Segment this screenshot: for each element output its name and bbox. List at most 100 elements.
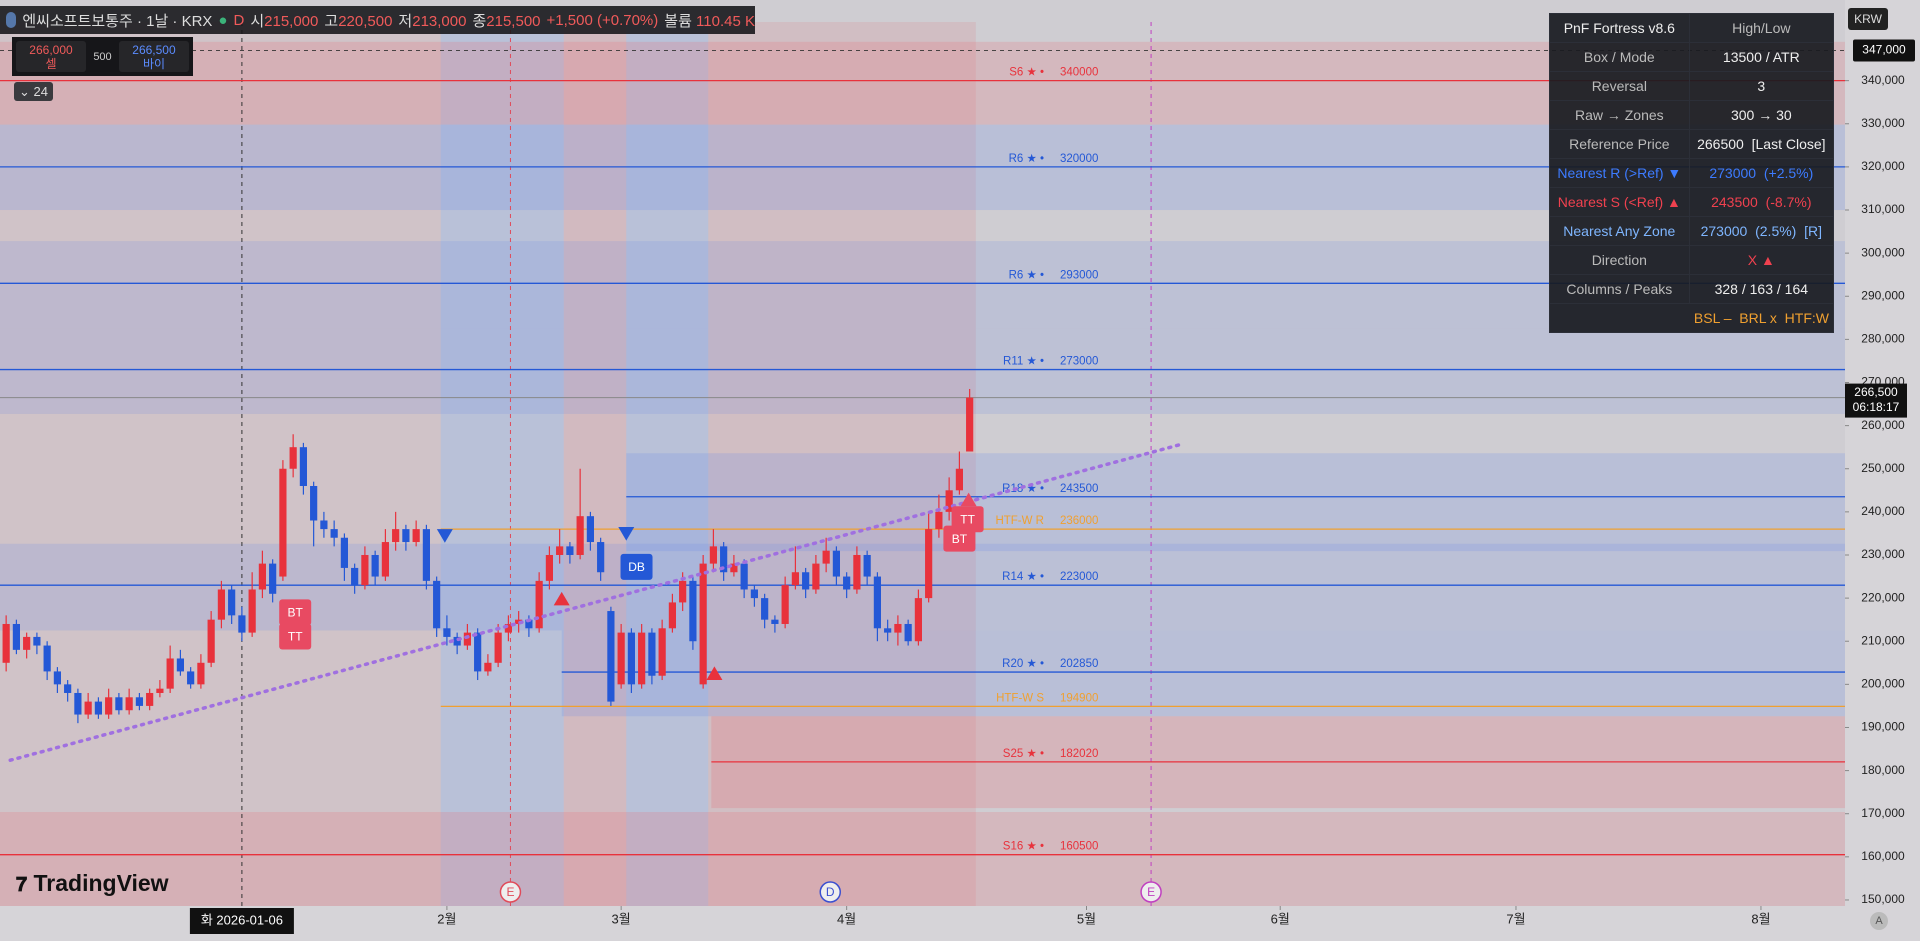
session-shade [440, 22, 564, 906]
candle-body [781, 585, 789, 624]
candle-body [146, 692, 154, 706]
level-value: 182020 [1060, 748, 1098, 760]
candle-body [443, 628, 451, 637]
panel-row: Box / Mode 13500 / ATR [1549, 42, 1835, 72]
candle-body [771, 619, 779, 624]
y-tick-label: 180,000 [1861, 763, 1905, 777]
auto-scale[interactable]: A [1870, 912, 1888, 930]
panel-value: 3 [1688, 71, 1835, 101]
candle-body [43, 645, 51, 672]
y-tick-label: 170,000 [1861, 806, 1905, 820]
event-label: D [826, 885, 835, 899]
candle-body [197, 662, 205, 685]
panel-row: Reversal 3 [1549, 71, 1835, 101]
candle-body [720, 546, 728, 573]
y-tick-label: 290,000 [1861, 288, 1905, 302]
candle-body [115, 697, 123, 711]
candle-body [12, 623, 20, 650]
candle-body [135, 697, 143, 706]
last-price-label: 266,500 [1854, 385, 1898, 399]
panel-row: Reference Price 266500 [Last Close] [1549, 129, 1835, 159]
y-tick-label: 190,000 [1861, 720, 1905, 734]
symbol-name[interactable]: 엔씨소프트보통주 · 1날 · KRX [22, 12, 213, 30]
buy-price: 266,500 [132, 42, 176, 57]
pattern-label-box [279, 599, 312, 626]
candle-body [422, 529, 430, 581]
change: +1,500 (+0.70%) [546, 11, 659, 29]
y-tick-label: 340,000 [1861, 73, 1905, 87]
candle-body [566, 546, 574, 555]
candle-body [812, 563, 820, 590]
zone [0, 241, 1845, 329]
session-shade [626, 22, 709, 906]
pattern-label-box [620, 553, 653, 580]
level-value: 320000 [1060, 153, 1098, 165]
candle-body [381, 542, 389, 577]
candle-body [504, 623, 512, 633]
candle-body [617, 632, 625, 685]
panel-value: 300 → 30 [1688, 100, 1835, 130]
candle-body [935, 511, 943, 530]
pattern-label-box [279, 623, 312, 650]
panel-value: 266500 [Last Close] [1688, 129, 1835, 159]
indicator-toggle[interactable]: ⌄ 24 [14, 82, 53, 101]
spread: 500 [93, 50, 112, 63]
candle-body [84, 701, 92, 715]
candle-body [597, 542, 605, 573]
x-tick-label: 6월 [1271, 911, 1290, 926]
candle-body [433, 580, 441, 629]
x-tick-label: 3월 [612, 911, 631, 926]
panel-footer: BSL – BRL x HTF:W [1549, 303, 1834, 333]
mode: D [233, 11, 245, 29]
candle-body [166, 658, 174, 689]
panel-value: X ▲ [1688, 245, 1835, 275]
candle-body [904, 623, 912, 642]
candle-body [340, 537, 348, 568]
panel-row: Nearest S (<Ref) ▲ 243500 (-8.7%) [1549, 187, 1835, 217]
candle-body [74, 692, 82, 715]
candle-body [822, 550, 830, 564]
y-tick-label: 220,000 [1861, 590, 1905, 604]
y-tick-label: 300,000 [1861, 245, 1905, 259]
x-tick-label: 5월 [1077, 911, 1096, 926]
panel-value: 328 / 163 / 164 [1688, 274, 1835, 304]
panel-row: Nearest R (>Ref) ▼ 273000 (+2.5%) [1549, 158, 1835, 188]
candle-body [238, 615, 246, 633]
candle-body [156, 688, 164, 693]
candle-body [279, 468, 287, 577]
candle-body [474, 632, 482, 672]
buy-button[interactable]: 266,500 바이 [118, 41, 189, 72]
candle-body [310, 485, 318, 521]
candle-body [453, 636, 461, 646]
candle-body [832, 550, 840, 577]
currency-button[interactable]: KRW [1848, 8, 1888, 30]
y-axis-area [1845, 0, 1920, 941]
candle-body [23, 636, 31, 650]
candle-body [269, 563, 277, 594]
y-tick-label: 230,000 [1861, 547, 1905, 561]
candle-body [750, 589, 758, 599]
candle-body [740, 563, 748, 590]
candle-body [176, 658, 184, 672]
candle-body [361, 554, 369, 586]
candle-body [863, 554, 871, 577]
event-marker [1140, 881, 1162, 903]
candle-body [545, 554, 553, 581]
sell-label: 셀 [45, 56, 57, 71]
level-value: 340000 [1060, 67, 1098, 79]
panel-value: 273000 (+2.5%) [1688, 158, 1835, 188]
panel-value: 13500 / ATR [1688, 42, 1835, 72]
level-label: R14 ★ • [1002, 571, 1044, 583]
panel-row: Raw → Zones 300 → 30 [1549, 100, 1835, 130]
x-axis-area [0, 906, 1845, 941]
zone [0, 328, 1845, 414]
panel-value: 243500 (-8.7%) [1688, 187, 1835, 217]
panel-row: PnF Fortress v8.6 High/Low [1549, 13, 1835, 43]
y-tick-label: 210,000 [1861, 633, 1905, 647]
x-tick-label: 8월 [1751, 911, 1770, 926]
panel-key: Columns / Peaks [1549, 274, 1690, 304]
candle-body [658, 628, 666, 676]
x-tick-label: 7월 [1506, 911, 1525, 926]
high-value: 220,500 [338, 12, 393, 30]
sell-button[interactable]: 266,000 셀 [16, 41, 86, 72]
